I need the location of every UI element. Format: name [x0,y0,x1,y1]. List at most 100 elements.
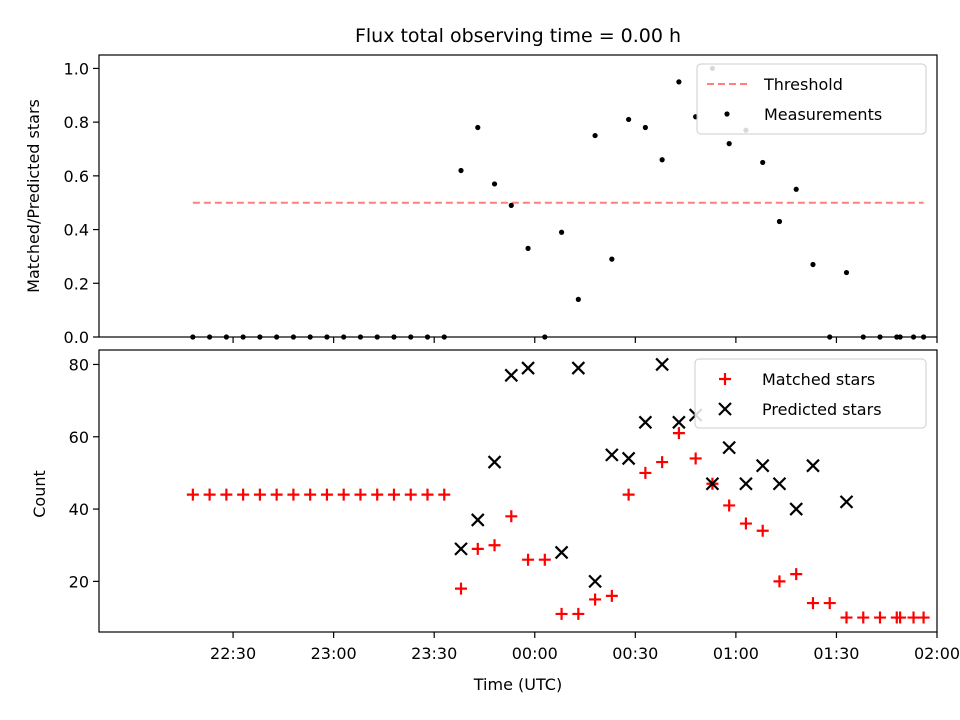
matched-star-point [488,539,501,552]
bottom-x-tick-label: 02:00 [914,644,960,663]
top-axes-frame [98,54,938,338]
measurement-point [760,159,766,166]
bottom-axes: 20 40 60 80 22:30 23:00 23:30 00:00 00:30 01:00 0… [30,349,960,694]
matched-star-point [773,575,786,588]
bottom-axes-frame [98,349,938,633]
bottom-x-tick-label: 01:30 [813,644,859,663]
predicted-star-point [521,361,535,375]
measurement-point [458,167,464,174]
predicted-star-point [705,476,720,491]
predicted-star-point [487,455,502,469]
matched-star-point [203,488,216,501]
predicted-star-point [789,502,803,516]
bottom-x-axis-label: Time (UTC) [473,675,562,694]
matched-star-point [622,488,635,501]
predicted-star-point [655,357,669,372]
legend-measurements-swatch [724,111,730,117]
predicted-star-point [621,451,636,466]
top-y-tick-label: 1.0 [64,59,89,78]
matched-star-point [337,488,350,501]
matched-star-point [639,466,652,479]
measurement-point [726,141,732,147]
legend-threshold-label: Threshold [763,75,843,94]
top-y-tick-label: 0.2 [64,274,89,293]
matched-star-point [823,597,836,610]
measurement-point [793,186,799,192]
matched-star-point [404,488,417,501]
top-axes: 0.0 0.2 0.4 0.6 0.8 1.0 Matched/Predicted sta… [24,54,938,347]
bottom-y-tick-label: 40 [69,500,89,519]
matched-star-point [220,488,233,501]
matched-star-point [304,488,317,501]
predicted-star-point [806,458,820,473]
top-y-axis-label: Matched/Predicted stars [24,99,43,293]
matched-star-point [874,611,887,624]
matched-star-point [572,607,585,620]
bottom-x-tick-label: 23:30 [411,644,457,663]
predicted-star-point [722,440,736,455]
predicted-star-point [672,415,686,430]
predicted-star-point [638,415,653,430]
bottom-y-tick-label: 80 [69,355,89,374]
matched-star-point [371,488,384,501]
measurement-point [642,124,648,131]
bottom-y-axis-label: Count [30,470,49,518]
matched-star-point [555,607,568,620]
measurement-point [558,229,565,235]
top-y-tick-label: 0.8 [64,113,89,132]
matched-star-point [917,611,930,624]
matched-star-point [522,553,535,566]
measurement-point [810,261,816,268]
legend-predicted-label: Predicted stars [762,400,882,419]
top-y-ticks: 0.0 0.2 0.4 0.6 0.8 1.0 [64,59,99,347]
bottom-y-ticks: 20 40 60 80 [69,355,99,591]
measurement-point [626,116,632,123]
measurement-point [843,269,850,276]
matched-star-point [538,553,551,566]
bottom-x-tick-label: 22:30 [210,644,256,663]
matched-star-point [505,510,518,523]
legend-matched-label: Matched stars [762,370,875,389]
bottom-y-tick-label: 60 [69,428,89,447]
matched-star-point [589,593,602,606]
matched-star-point [438,488,451,501]
legend-predicted-swatch [718,402,732,416]
matched-star-point [806,597,819,610]
measurement-point [508,202,514,208]
matched-star-point [656,456,669,469]
matched-star-point [739,517,752,530]
predicted-star-point [739,476,753,491]
bottom-x-ticks: 22:30 23:00 23:30 00:00 00:30 01:00 01:30 02:00 [210,632,960,663]
predicted-star-point [454,542,468,556]
matched-star-point [471,542,484,555]
predicted-star-point [571,361,586,375]
measurement-point [659,157,665,163]
predicted-star-point [504,368,519,383]
matched-star-point [907,611,920,624]
measurement-point [491,181,498,187]
bottom-x-tick-label: 00:00 [512,644,558,663]
matched-star-point [723,499,736,512]
predicted-star-point [772,476,787,491]
measurement-point [575,296,581,302]
matched-star-point [756,524,769,537]
top-y-tick-label: 0.4 [64,221,89,240]
top-y-tick-label: 0.6 [64,167,89,186]
predicted-star-point [470,513,485,527]
predicted-star-point [588,574,602,589]
top-legend-box [696,63,927,135]
measurement-point [475,124,481,131]
top-x-ticks [232,337,938,343]
legend-measurements-label: Measurements [764,105,882,124]
matched-star-point [672,427,685,440]
matched-star-point [270,488,283,501]
matched-star-point [320,488,333,501]
predicted-star-point [755,458,770,473]
matched-star-point [253,488,266,501]
matched-star-point [354,488,367,501]
matched-star-point [287,488,300,501]
matched-star-point [455,582,468,595]
matched-star-point [840,611,853,624]
matched-star-point [186,488,199,501]
